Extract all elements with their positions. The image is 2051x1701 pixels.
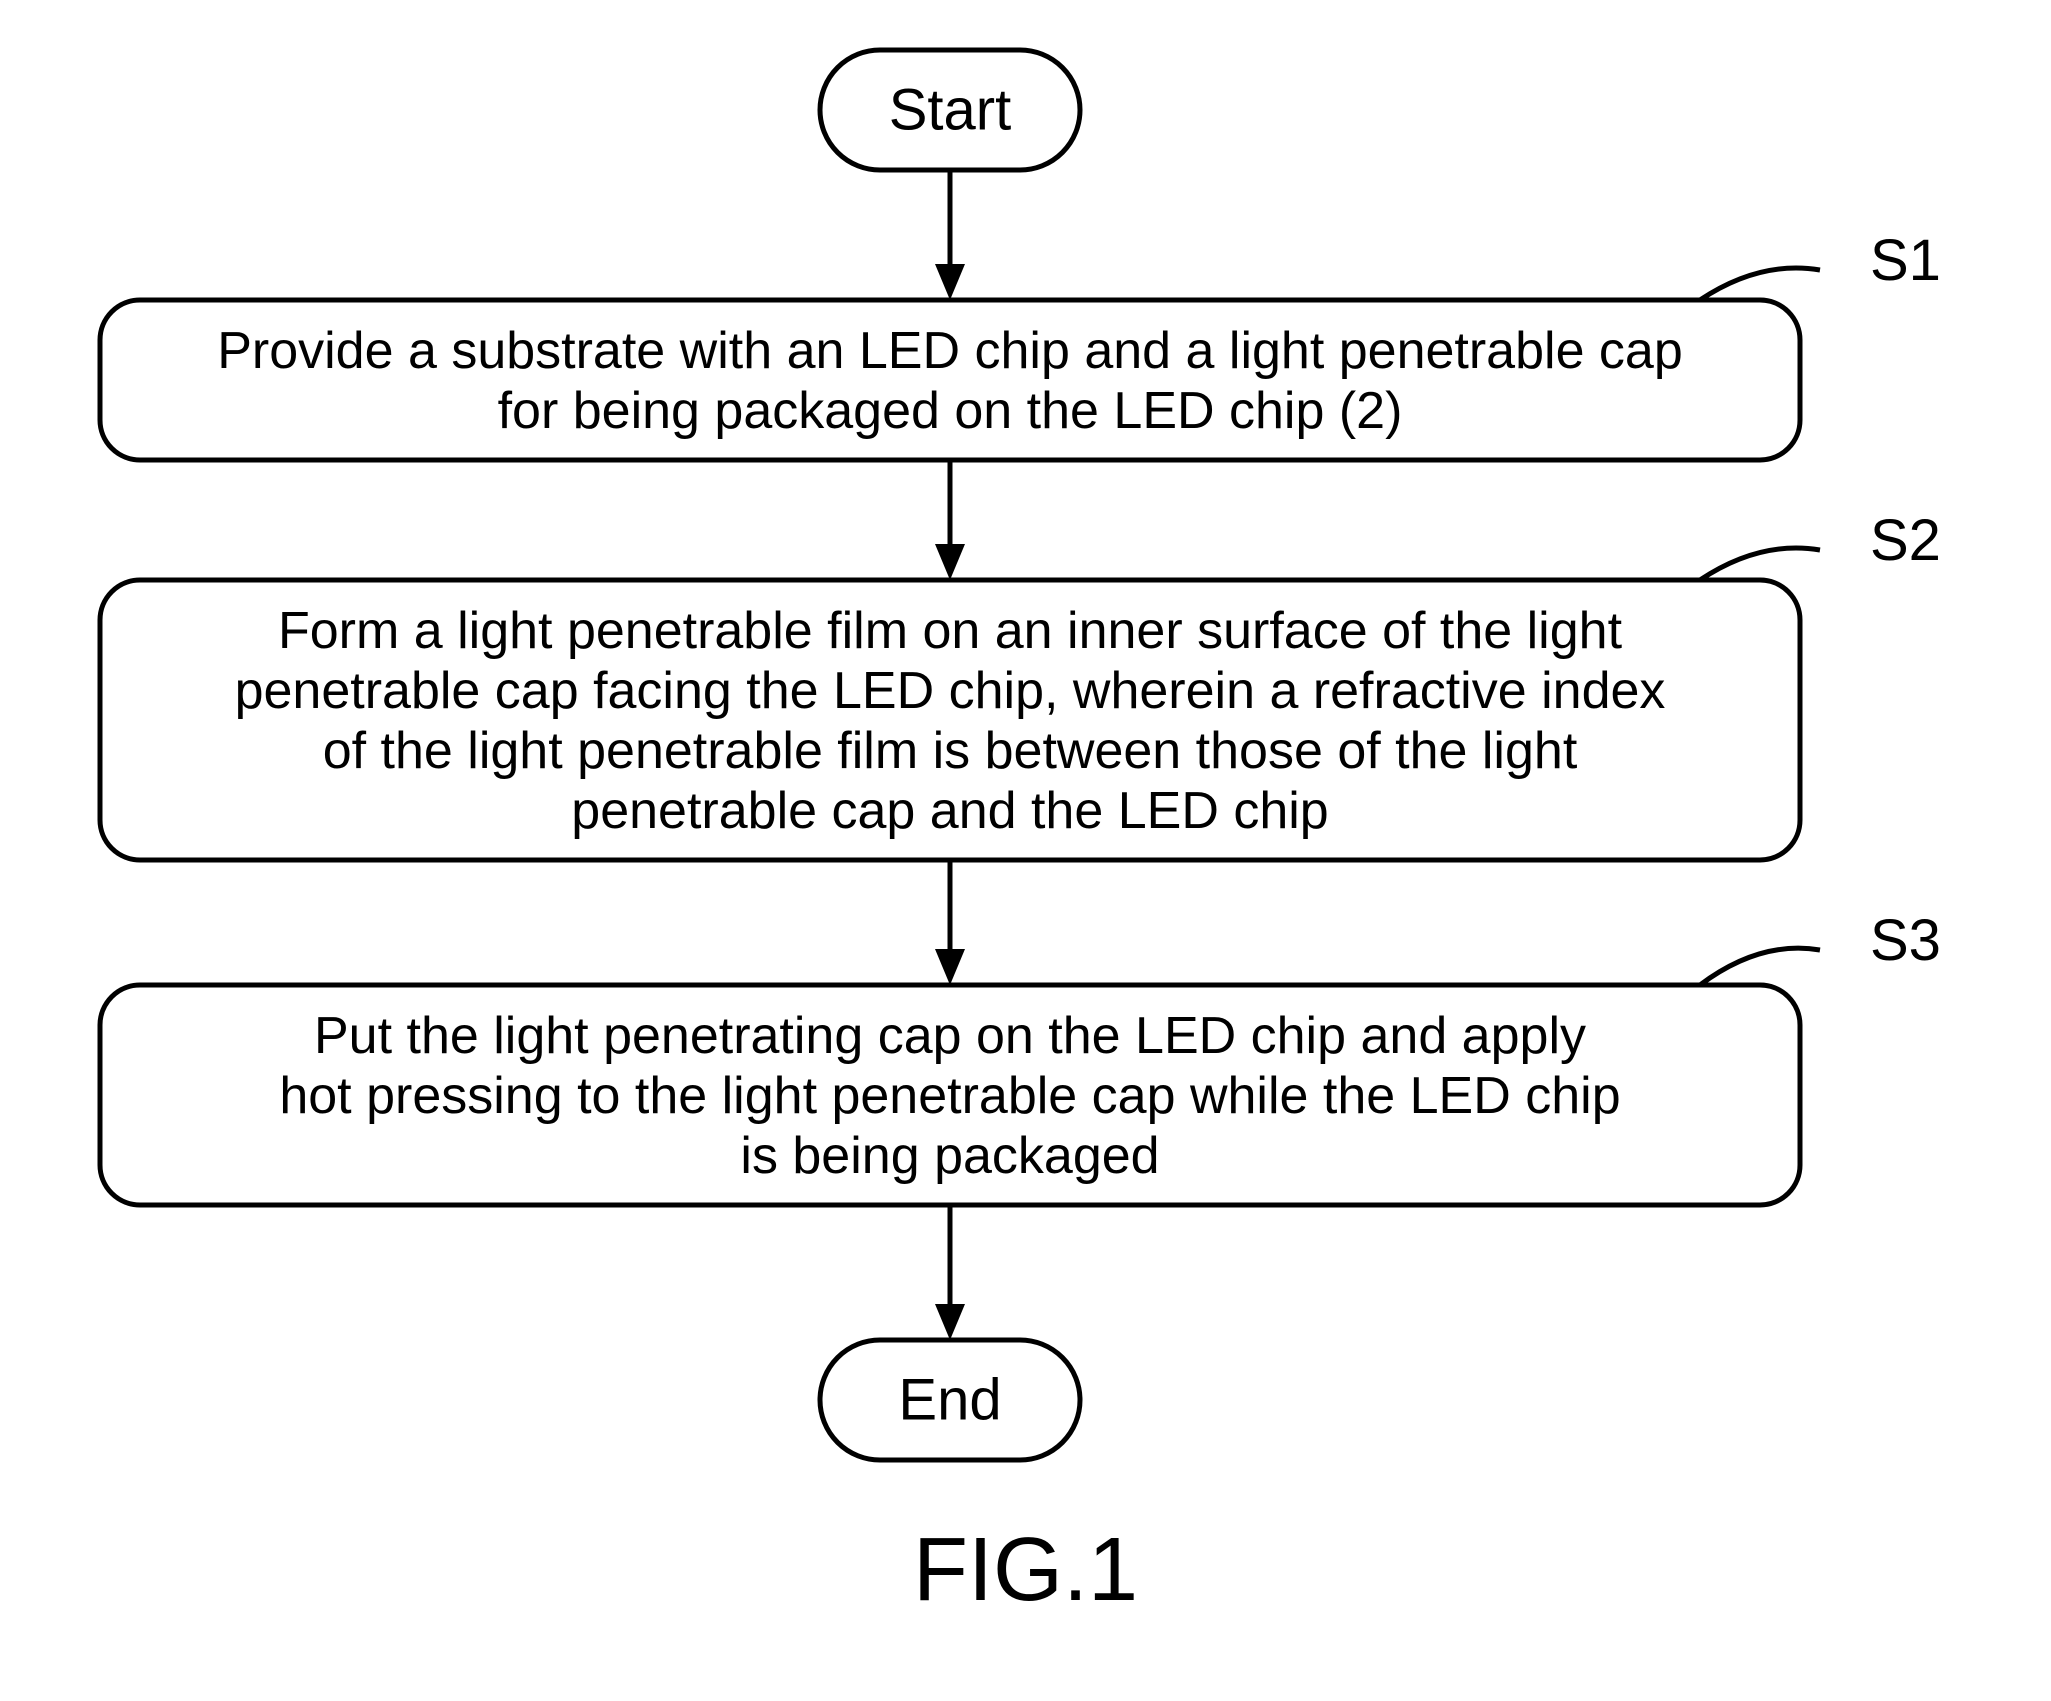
- flowchart-start-label: Start: [889, 78, 1012, 143]
- flowchart-step-s3-text-line: Put the light penetrating cap on the LED…: [314, 1007, 1586, 1065]
- flowchart-step-s1-text-line: for being packaged on the LED chip (2): [498, 382, 1403, 440]
- flowchart-step-s2-text-line: Form a light penetrable film on an inner…: [278, 602, 1623, 660]
- flowchart-step-s2-text-line: of the light penetrable film is between …: [323, 722, 1578, 780]
- figure-caption: FIG.1: [913, 1520, 1138, 1620]
- flowchart-end-label: End: [898, 1368, 1001, 1433]
- flowchart-step-s1-label: S1: [1870, 228, 1941, 293]
- flowchart-step-s3-label: S3: [1870, 908, 1941, 973]
- flowchart-step-s2-text-line: penetrable cap and the LED chip: [571, 782, 1328, 840]
- flowchart-step-s3-text-line: hot pressing to the light penetrable cap…: [279, 1067, 1620, 1125]
- flowchart-step-s3-text-line: is being packaged: [740, 1127, 1159, 1185]
- flowchart-step-s2-text-line: penetrable cap facing the LED chip, wher…: [235, 662, 1666, 720]
- flowchart-step-s1-text-line: Provide a substrate with an LED chip and…: [217, 322, 1683, 380]
- flowchart-step-s2-label: S2: [1870, 508, 1941, 573]
- flowchart-figure: Start Provide a substrate with an LED chi…: [0, 0, 2051, 1701]
